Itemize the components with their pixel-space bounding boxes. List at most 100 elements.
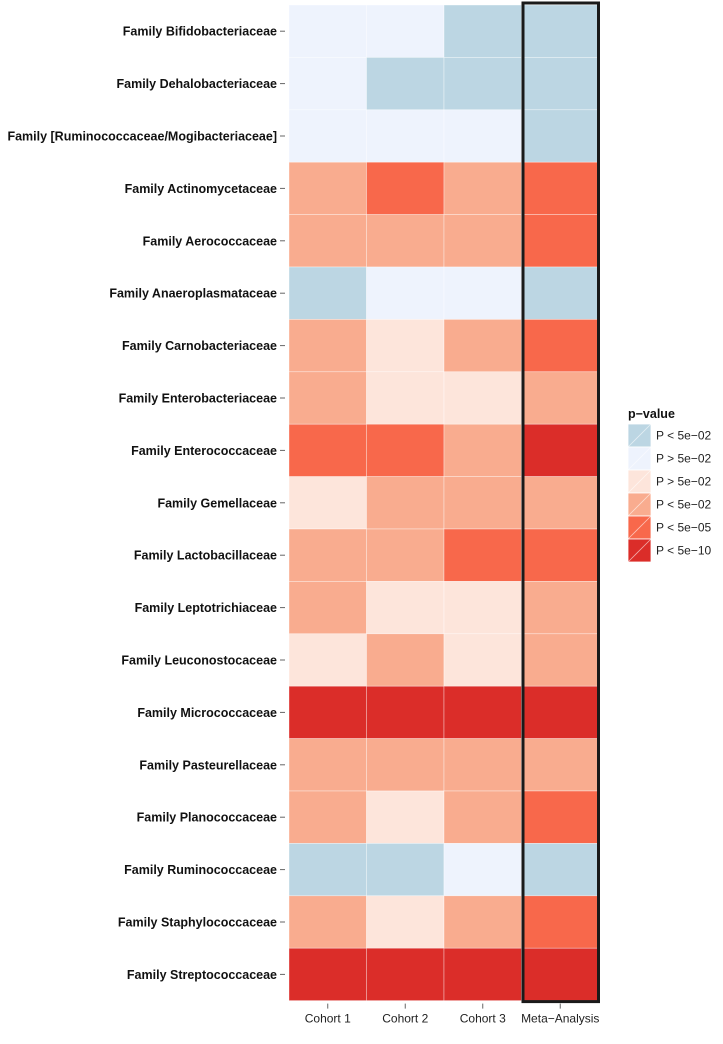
heatmap-cell xyxy=(443,790,522,844)
legend-key-diagonal xyxy=(627,538,652,563)
heatmap-cell xyxy=(366,895,445,949)
heatmap-cell xyxy=(443,895,522,949)
row-label: Family Gemellaceae xyxy=(157,496,277,510)
row-labels: Family Bifidobacteriaceae Family Dehaloba… xyxy=(7,25,285,982)
heatmap-cell xyxy=(521,528,600,582)
heatmap-cell xyxy=(366,4,445,58)
heatmap-cell xyxy=(288,738,367,792)
row-label: Family Leptotrichiaceae xyxy=(135,601,277,615)
heatmap-cell xyxy=(443,266,522,320)
heatmap-cell xyxy=(288,528,367,582)
heatmap-cell xyxy=(521,4,600,58)
row-label: Family Aerococcaceae xyxy=(143,234,277,248)
row-label: Family Anaeroplasmataceae xyxy=(109,287,277,301)
heatmap-cell xyxy=(521,581,600,635)
heatmap-cell xyxy=(288,476,367,530)
row-label: Family Enterococcaceae xyxy=(131,444,277,458)
heatmap-cell xyxy=(288,790,367,844)
heatmap-cell xyxy=(521,476,600,530)
heatmap-cell xyxy=(366,423,445,477)
heatmap-cell xyxy=(521,371,600,425)
row-label: Family Leuconostocaceae xyxy=(121,654,277,668)
heatmap-cell xyxy=(443,109,522,163)
heatmap-cell xyxy=(366,161,445,215)
heatmap-cell xyxy=(366,214,445,268)
heatmap-cell xyxy=(521,633,600,687)
heatmap-cell xyxy=(288,371,367,425)
heatmap-cell xyxy=(443,57,522,111)
heatmap-cell xyxy=(288,685,367,739)
heatmap-cell xyxy=(443,476,522,530)
heatmap-cell xyxy=(443,161,522,215)
heatmap-cell xyxy=(521,947,600,1001)
heatmap-cell xyxy=(288,4,367,58)
row-label: Family Bifidobacteriaceae xyxy=(123,25,277,39)
heatmap-cell xyxy=(443,319,522,373)
legend-items: P < 5e−02 P > 5e−02 P > 5e−02 P < 5e−02 P < … xyxy=(627,423,711,563)
legend-label: P < 5e−10 xyxy=(656,544,711,558)
legend-key-diagonal xyxy=(627,515,652,540)
heatmap-cell xyxy=(366,581,445,635)
heatmap-cell xyxy=(366,738,445,792)
row-label: Family Streptococcaceae xyxy=(127,968,277,982)
heatmap-cell xyxy=(443,528,522,582)
heatmap-cell xyxy=(366,685,445,739)
heatmap-cell xyxy=(443,738,522,792)
row-label: Family Dehalobacteriaceae xyxy=(117,77,278,91)
legend-key-diagonal xyxy=(627,492,652,517)
heatmap-cell xyxy=(288,843,367,897)
heatmap-cell xyxy=(366,528,445,582)
heatmap-cell xyxy=(521,214,600,268)
heatmap-cell xyxy=(443,423,522,477)
column-label: Cohort 3 xyxy=(460,1012,506,1026)
heatmap-cell xyxy=(521,266,600,320)
heatmap-cell xyxy=(521,895,600,949)
heatmap-cell xyxy=(288,319,367,373)
heatmap-cell xyxy=(443,4,522,58)
heatmap-cell xyxy=(288,161,367,215)
heatmap-cell xyxy=(366,476,445,530)
heatmap-cell xyxy=(288,633,367,687)
legend-label: P < 5e−02 xyxy=(656,429,711,443)
heatmap-cell xyxy=(366,947,445,1001)
row-label: Family Ruminococcaceae xyxy=(124,863,277,877)
heatmap-cell xyxy=(521,738,600,792)
heatmap-cell xyxy=(443,633,522,687)
heatmap-cell xyxy=(288,266,367,320)
legend: p−value P < 5e−02P > 5e−02P > 5e−02P < 5… xyxy=(627,407,711,563)
row-label: Family Planococcaceae xyxy=(137,811,277,825)
heatmap-cell xyxy=(366,319,445,373)
legend-label: P > 5e−02 xyxy=(656,452,711,466)
meta-analysis-highlight-box xyxy=(521,1,600,1004)
heatmap-cell xyxy=(366,266,445,320)
legend-title: p−value xyxy=(628,407,675,421)
heatmap-cell xyxy=(521,109,600,163)
row-label: Family Micrococcaceae xyxy=(137,706,277,720)
heatmap-cell xyxy=(288,214,367,268)
legend-key-diagonal xyxy=(627,446,652,471)
legend-label: P < 5e−05 xyxy=(656,521,711,535)
heatmap-cell xyxy=(443,685,522,739)
column-label: Cohort 1 xyxy=(305,1012,351,1026)
column-label: Meta−Analysis xyxy=(521,1012,599,1026)
heatmap-cell xyxy=(521,423,600,477)
row-label: Family Enterobacteriaceae xyxy=(119,392,277,406)
heatmap-cell xyxy=(288,581,367,635)
heatmap-cell xyxy=(366,57,445,111)
heatmap-cell xyxy=(288,895,367,949)
heatmap-cell xyxy=(443,843,522,897)
heatmap-cell xyxy=(366,790,445,844)
row-label: Family Actinomycetaceae xyxy=(125,182,277,196)
row-label: Family Pasteurellaceae xyxy=(139,758,277,772)
row-label: Family [Ruminococcaceae/Mogibacteriaceae… xyxy=(7,130,277,144)
heatmap-cell xyxy=(366,633,445,687)
legend-key-diagonal xyxy=(627,469,652,494)
heatmap-cell xyxy=(521,685,600,739)
heatmap-cell xyxy=(521,57,600,111)
heatmap-cells xyxy=(288,4,600,1001)
row-label: Family Carnobacteriaceae xyxy=(122,339,277,353)
column-labels: Cohort 1 Cohort 2 Cohort 3 Meta−Analysis xyxy=(305,1003,599,1026)
heatmap-cell xyxy=(443,371,522,425)
heatmap-cell xyxy=(521,843,600,897)
